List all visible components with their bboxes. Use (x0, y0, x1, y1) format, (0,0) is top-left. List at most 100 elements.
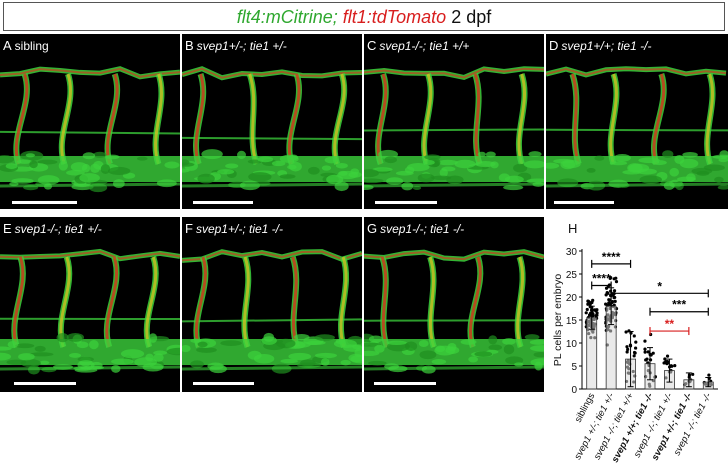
data-point (607, 298, 611, 302)
vessel-texture (324, 156, 339, 164)
segmental-vessel-overlay (60, 73, 72, 165)
dorsal-vessel-overlay (182, 67, 362, 79)
data-point (604, 293, 608, 297)
data-point (691, 372, 695, 376)
vessel-texture (197, 173, 215, 184)
data-point (625, 350, 629, 354)
vessel-texture (594, 155, 605, 161)
panel-h-letter: H (568, 221, 577, 236)
dorsal-vessel-overlay (364, 67, 544, 79)
vessel-texture (422, 160, 435, 166)
segmental-vessel-overlay (287, 73, 301, 165)
segmental-vessel-overlay (12, 256, 25, 348)
vessel-texture (350, 354, 362, 364)
vessel-texture (586, 168, 596, 173)
vessel-texture (279, 154, 299, 163)
scale-bar (14, 382, 76, 385)
segmental-vessel-overlay (473, 73, 481, 165)
vessel-texture (651, 160, 667, 166)
micrograph-d (546, 66, 728, 191)
data-point (645, 357, 649, 361)
vessel-texture (504, 175, 524, 184)
vessel-texture (460, 339, 477, 345)
vessel-texture (164, 161, 180, 169)
vessel-texture (314, 334, 335, 341)
vessel-texture (386, 177, 404, 185)
segmental-vessel-overlay (516, 256, 525, 348)
vessel-texture (503, 344, 515, 355)
ventral-vessel (364, 365, 544, 371)
data-point (670, 364, 674, 368)
vessel-network (364, 66, 544, 191)
vessel-texture (153, 353, 164, 362)
parachordal-vessel (364, 128, 544, 132)
vessel-texture (136, 156, 148, 161)
vessel-texture (674, 154, 685, 164)
dorsal-vessel-overlay (0, 250, 180, 260)
y-tick-label: 20 (566, 293, 578, 304)
micrograph-a (0, 66, 180, 193)
ventral-vessel (546, 182, 728, 188)
vessel-texture (503, 184, 524, 191)
y-axis-label: PL cells per embryo (552, 274, 564, 367)
data-point (634, 340, 638, 344)
vessel-texture (58, 161, 68, 171)
data-point (584, 311, 588, 315)
scale-bar (193, 201, 253, 204)
scale-bar (193, 382, 254, 385)
segmental-vessel-overlay (380, 256, 389, 348)
data-point (586, 302, 590, 306)
data-point (594, 309, 598, 313)
data-point (634, 346, 638, 350)
vessel-texture (419, 350, 437, 360)
vessel-texture (306, 340, 326, 345)
data-point (632, 350, 637, 355)
data-point (585, 307, 589, 312)
chart-bars (586, 287, 714, 390)
vessel-texture (122, 172, 136, 179)
vessel-texture (105, 154, 120, 160)
vessel-texture (201, 149, 223, 160)
data-point (632, 334, 636, 338)
vessel-texture (197, 341, 208, 348)
vessel-texture (386, 340, 407, 345)
vessel-texture (107, 166, 131, 175)
segmental-vessel-overlay (242, 256, 250, 348)
segmental-vessel-overlay (194, 73, 205, 165)
segmental-vessel-overlay (468, 256, 482, 348)
data-point (643, 339, 647, 343)
micrograph-f (182, 249, 362, 374)
segmental-vessel-overlay (154, 73, 163, 165)
vessel-texture (120, 349, 145, 359)
scale-bar (374, 382, 436, 385)
vessel-texture (335, 162, 348, 169)
vessel-texture (93, 151, 107, 158)
y-tick-label: 0 (571, 385, 577, 396)
vessel-texture (405, 341, 418, 351)
vessel-texture (662, 150, 674, 158)
vessel-network (182, 66, 362, 192)
segmental-vessel-overlay (339, 256, 348, 348)
chart-significance: ************** (591, 250, 709, 336)
data-point (673, 364, 677, 368)
vessel-texture (29, 160, 38, 169)
vessel-texture (182, 344, 191, 353)
vessel-texture (289, 161, 302, 172)
significance-label: ** (665, 317, 675, 331)
vessel-texture (528, 151, 542, 158)
segmental-vessel-overlay (248, 73, 258, 165)
y-tick-label: 25 (566, 270, 578, 281)
micrograph-g (364, 249, 544, 374)
vessel-texture (6, 359, 27, 365)
data-point (625, 345, 629, 349)
data-point (624, 330, 628, 334)
vessel-texture (468, 356, 479, 363)
vessel-texture (0, 155, 15, 164)
